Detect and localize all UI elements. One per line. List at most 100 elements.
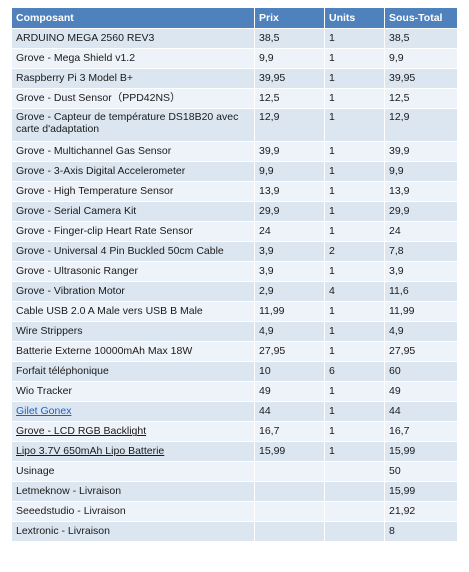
- table-row: Wio Tracker 49 1 49: [11, 381, 458, 402]
- cell-units: 2: [324, 241, 385, 262]
- cell-composant: Usinage: [11, 461, 255, 482]
- components-cost-table: Composant Prix Units Sous-Total ARDUINO …: [11, 7, 458, 542]
- cell-composant: Grove - Capteur de température DS18B20 a…: [11, 108, 255, 142]
- table-row: Grove - Universal 4 Pin Buckled 50cm Cab…: [11, 241, 458, 262]
- cell-units: 4: [324, 281, 385, 302]
- cell-composant: Grove - Multichannel Gas Sensor: [11, 141, 255, 162]
- table-row: Grove - 3-Axis Digital Accelerometer 9,9 1…: [11, 161, 458, 182]
- cell-prix: [254, 461, 325, 482]
- table-row: Batterie Externe 10000mAh Max 18W 27,95 1 2…: [11, 341, 458, 362]
- cell-prix: 27,95: [254, 341, 325, 362]
- cell-sous-total: 9,9: [384, 161, 458, 182]
- cell-prix: 12,9: [254, 108, 325, 142]
- cell-units: 1: [324, 48, 385, 69]
- cell-prix: 24: [254, 221, 325, 242]
- cell-prix: 9,9: [254, 161, 325, 182]
- cell-composant: Forfait téléphonique: [11, 361, 255, 382]
- cell-prix: 44: [254, 401, 325, 422]
- table-row: Cable USB 2.0 A Male vers USB B Male 11,9…: [11, 301, 458, 322]
- table-row: Grove - Dust Sensor（PPD42NS） 12,5 1 12,5: [11, 88, 458, 109]
- cell-units: 1: [324, 381, 385, 402]
- cell-composant: Grove - Mega Shield v1.2: [11, 48, 255, 69]
- cell-units: 1: [324, 28, 385, 49]
- table-header: Composant Prix Units Sous-Total: [11, 7, 458, 29]
- component-link[interactable]: Gilet Gonex: [16, 405, 72, 418]
- cell-units: 1: [324, 68, 385, 89]
- cell-sous-total: 12,9: [384, 108, 458, 142]
- table-row: Lextronic - Livraison 8: [11, 521, 458, 542]
- cell-sous-total: 21,92: [384, 501, 458, 522]
- cell-prix: 2,9: [254, 281, 325, 302]
- cell-composant: Batterie Externe 10000mAh Max 18W: [11, 341, 255, 362]
- table-row: Grove - Finger-clip Heart Rate Sensor 24 1…: [11, 221, 458, 242]
- table-row: Lipo 3.7V 650mAh Lipo Batterie 15,99 1 15,9…: [11, 441, 458, 462]
- cell-prix: 3,9: [254, 241, 325, 262]
- cell-composant: Grove - Ultrasonic Ranger: [11, 261, 255, 282]
- cell-units: 1: [324, 181, 385, 202]
- cell-sous-total: 7,8: [384, 241, 458, 262]
- cell-units: 1: [324, 441, 385, 462]
- cell-sous-total: 16,7: [384, 421, 458, 442]
- header-sous-total: Sous-Total: [384, 7, 458, 29]
- cell-sous-total: 9,9: [384, 48, 458, 69]
- table-row: Grove - LCD RGB Backlight 16,7 1 16,7: [11, 421, 458, 442]
- table-row: Forfait téléphonique 10 6 60: [11, 361, 458, 382]
- cell-units: 1: [324, 88, 385, 109]
- cell-units: 1: [324, 401, 385, 422]
- component-link[interactable]: Grove - LCD RGB Backlight: [16, 425, 147, 438]
- cell-composant: Raspberry Pi 3 Model B+: [11, 68, 255, 89]
- cell-units: 1: [324, 341, 385, 362]
- cell-units: 1: [324, 141, 385, 162]
- header-composant: Composant: [11, 7, 255, 29]
- table-row: Grove - Vibration Motor 2,9 4 11,6: [11, 281, 458, 302]
- cell-sous-total: 3,9: [384, 261, 458, 282]
- cell-units: 1: [324, 221, 385, 242]
- cell-prix: 38,5: [254, 28, 325, 49]
- cell-prix: 9,9: [254, 48, 325, 69]
- cell-sous-total: 39,95: [384, 68, 458, 89]
- cell-composant: Seeedstudio - Livraison: [11, 501, 255, 522]
- cell-composant: Grove - Universal 4 Pin Buckled 50cm Cab…: [11, 241, 255, 262]
- cell-prix: [254, 521, 325, 542]
- cell-composant: Grove - Vibration Motor: [11, 281, 255, 302]
- cell-composant: Lipo 3.7V 650mAh Lipo Batterie: [11, 441, 255, 462]
- cell-prix: 10: [254, 361, 325, 382]
- cell-units: 1: [324, 201, 385, 222]
- table-row: Grove - Serial Camera Kit 29,9 1 29,9: [11, 201, 458, 222]
- table-row: Letmeknow - Livraison 15,99: [11, 481, 458, 502]
- cell-units: 1: [324, 301, 385, 322]
- cell-sous-total: 44: [384, 401, 458, 422]
- component-link[interactable]: Lipo 3.7V 650mAh Lipo Batterie: [16, 445, 165, 458]
- cell-composant: ARDUINO MEGA 2560 REV3: [11, 28, 255, 49]
- cell-units: [324, 461, 385, 482]
- table-row: Grove - Multichannel Gas Sensor 39,9 1 39,9: [11, 141, 458, 162]
- cell-composant: Grove - 3-Axis Digital Accelerometer: [11, 161, 255, 182]
- cell-sous-total: 50: [384, 461, 458, 482]
- cell-sous-total: 60: [384, 361, 458, 382]
- cell-prix: [254, 501, 325, 522]
- cell-prix: 16,7: [254, 421, 325, 442]
- cell-sous-total: 4,9: [384, 321, 458, 342]
- cell-composant: Gilet Gonex: [11, 401, 255, 422]
- cell-prix: 13,9: [254, 181, 325, 202]
- table-row: ARDUINO MEGA 2560 REV3 38,5 1 38,5: [11, 28, 458, 49]
- cell-sous-total: 11,99: [384, 301, 458, 322]
- header-row: Composant Prix Units Sous-Total: [11, 7, 458, 29]
- cell-prix: 3,9: [254, 261, 325, 282]
- table-body: ARDUINO MEGA 2560 REV3 38,5 1 38,5 Grove - M…: [11, 28, 458, 542]
- table-row: Wire Strippers 4,9 1 4,9: [11, 321, 458, 342]
- cell-composant: Letmeknow - Livraison: [11, 481, 255, 502]
- cell-prix: 49: [254, 381, 325, 402]
- cell-sous-total: 15,99: [384, 481, 458, 502]
- cell-composant: Grove - Finger-clip Heart Rate Sensor: [11, 221, 255, 242]
- cell-prix: 39,9: [254, 141, 325, 162]
- cell-sous-total: 27,95: [384, 341, 458, 362]
- header-units: Units: [324, 7, 385, 29]
- cell-composant: Lextronic - Livraison: [11, 521, 255, 542]
- cell-sous-total: 39,9: [384, 141, 458, 162]
- cell-sous-total: 12,5: [384, 88, 458, 109]
- cell-prix: 11,99: [254, 301, 325, 322]
- cell-sous-total: 15,99: [384, 441, 458, 462]
- table-row: Usinage 50: [11, 461, 458, 482]
- cell-composant: Wio Tracker: [11, 381, 255, 402]
